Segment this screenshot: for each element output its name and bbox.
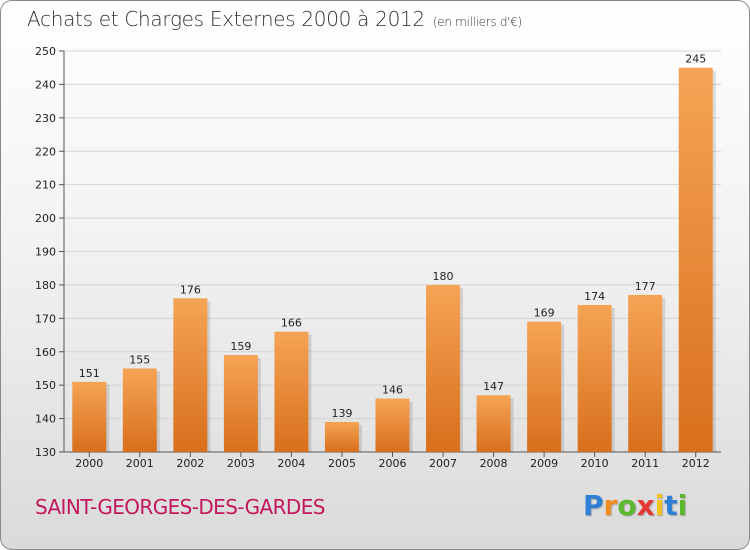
bar bbox=[577, 304, 612, 452]
y-tick-label: 170 bbox=[35, 312, 56, 325]
value-label: 166 bbox=[281, 317, 302, 330]
y-tick-label: 210 bbox=[35, 179, 56, 192]
y-tick-label: 220 bbox=[35, 145, 56, 158]
x-tick-label: 2001 bbox=[126, 457, 154, 470]
value-label: 180 bbox=[433, 270, 454, 283]
chart-title-text: Achats et Charges Externes 2000 à 2012 bbox=[27, 7, 425, 31]
x-tick-label: 2002 bbox=[176, 457, 204, 470]
bar bbox=[476, 395, 511, 452]
value-label: 147 bbox=[483, 380, 504, 393]
value-label: 159 bbox=[230, 340, 251, 353]
y-tick-label: 140 bbox=[35, 413, 56, 426]
value-label: 174 bbox=[584, 290, 605, 303]
bar bbox=[375, 398, 410, 452]
logo-letter: t bbox=[664, 489, 678, 522]
bar bbox=[628, 294, 663, 452]
value-label: 176 bbox=[180, 283, 201, 296]
value-label: 169 bbox=[534, 307, 555, 320]
x-tick-label: 2010 bbox=[581, 457, 609, 470]
logo-letter: x bbox=[636, 489, 655, 522]
y-tick-label: 180 bbox=[35, 279, 56, 292]
x-tick-label: 2007 bbox=[429, 457, 457, 470]
proxiti-logo: Proxiti bbox=[583, 489, 687, 522]
logo-letter: i bbox=[654, 489, 665, 522]
value-label: 177 bbox=[635, 280, 656, 293]
logo-letter: o bbox=[617, 489, 637, 522]
logo-letter: r bbox=[603, 489, 618, 522]
y-tick-label: 230 bbox=[35, 112, 56, 125]
value-label: 146 bbox=[382, 384, 403, 397]
bar bbox=[426, 284, 461, 452]
value-label: 245 bbox=[685, 53, 706, 66]
bar bbox=[324, 421, 359, 452]
bar bbox=[678, 67, 713, 452]
x-tick-label: 2006 bbox=[379, 457, 407, 470]
x-tick-label: 2005 bbox=[328, 457, 356, 470]
y-tick-label: 190 bbox=[35, 246, 56, 259]
commune-name: SAINT-GEORGES-DES-GARDES bbox=[35, 495, 325, 519]
bar bbox=[223, 355, 258, 452]
x-tick-label: 2003 bbox=[227, 457, 255, 470]
chart-subtitle: (en milliers d'€) bbox=[432, 15, 522, 29]
value-label: 155 bbox=[129, 353, 150, 366]
x-tick-label: 2000 bbox=[75, 457, 103, 470]
x-tick-label: 2004 bbox=[277, 457, 305, 470]
bar bbox=[122, 368, 157, 452]
logo-letter: i bbox=[677, 489, 688, 522]
y-tick-label: 150 bbox=[35, 379, 56, 392]
logo-letter: P bbox=[583, 489, 604, 522]
x-tick-label: 2008 bbox=[480, 457, 508, 470]
bar bbox=[527, 321, 562, 452]
y-tick-label: 130 bbox=[35, 446, 56, 459]
bar bbox=[173, 298, 208, 452]
chart-title: Achats et Charges Externes 2000 à 2012 (e… bbox=[27, 7, 522, 31]
bar bbox=[72, 381, 107, 452]
x-tick-label: 2009 bbox=[530, 457, 558, 470]
y-tick-label: 160 bbox=[35, 346, 56, 359]
x-tick-label: 2012 bbox=[682, 457, 710, 470]
value-label: 151 bbox=[79, 367, 100, 380]
value-label: 139 bbox=[331, 407, 352, 420]
y-tick-label: 250 bbox=[35, 45, 56, 58]
bar bbox=[274, 331, 309, 452]
y-tick-label: 200 bbox=[35, 212, 56, 225]
y-tick-label: 240 bbox=[35, 78, 56, 91]
x-tick-label: 2011 bbox=[631, 457, 659, 470]
